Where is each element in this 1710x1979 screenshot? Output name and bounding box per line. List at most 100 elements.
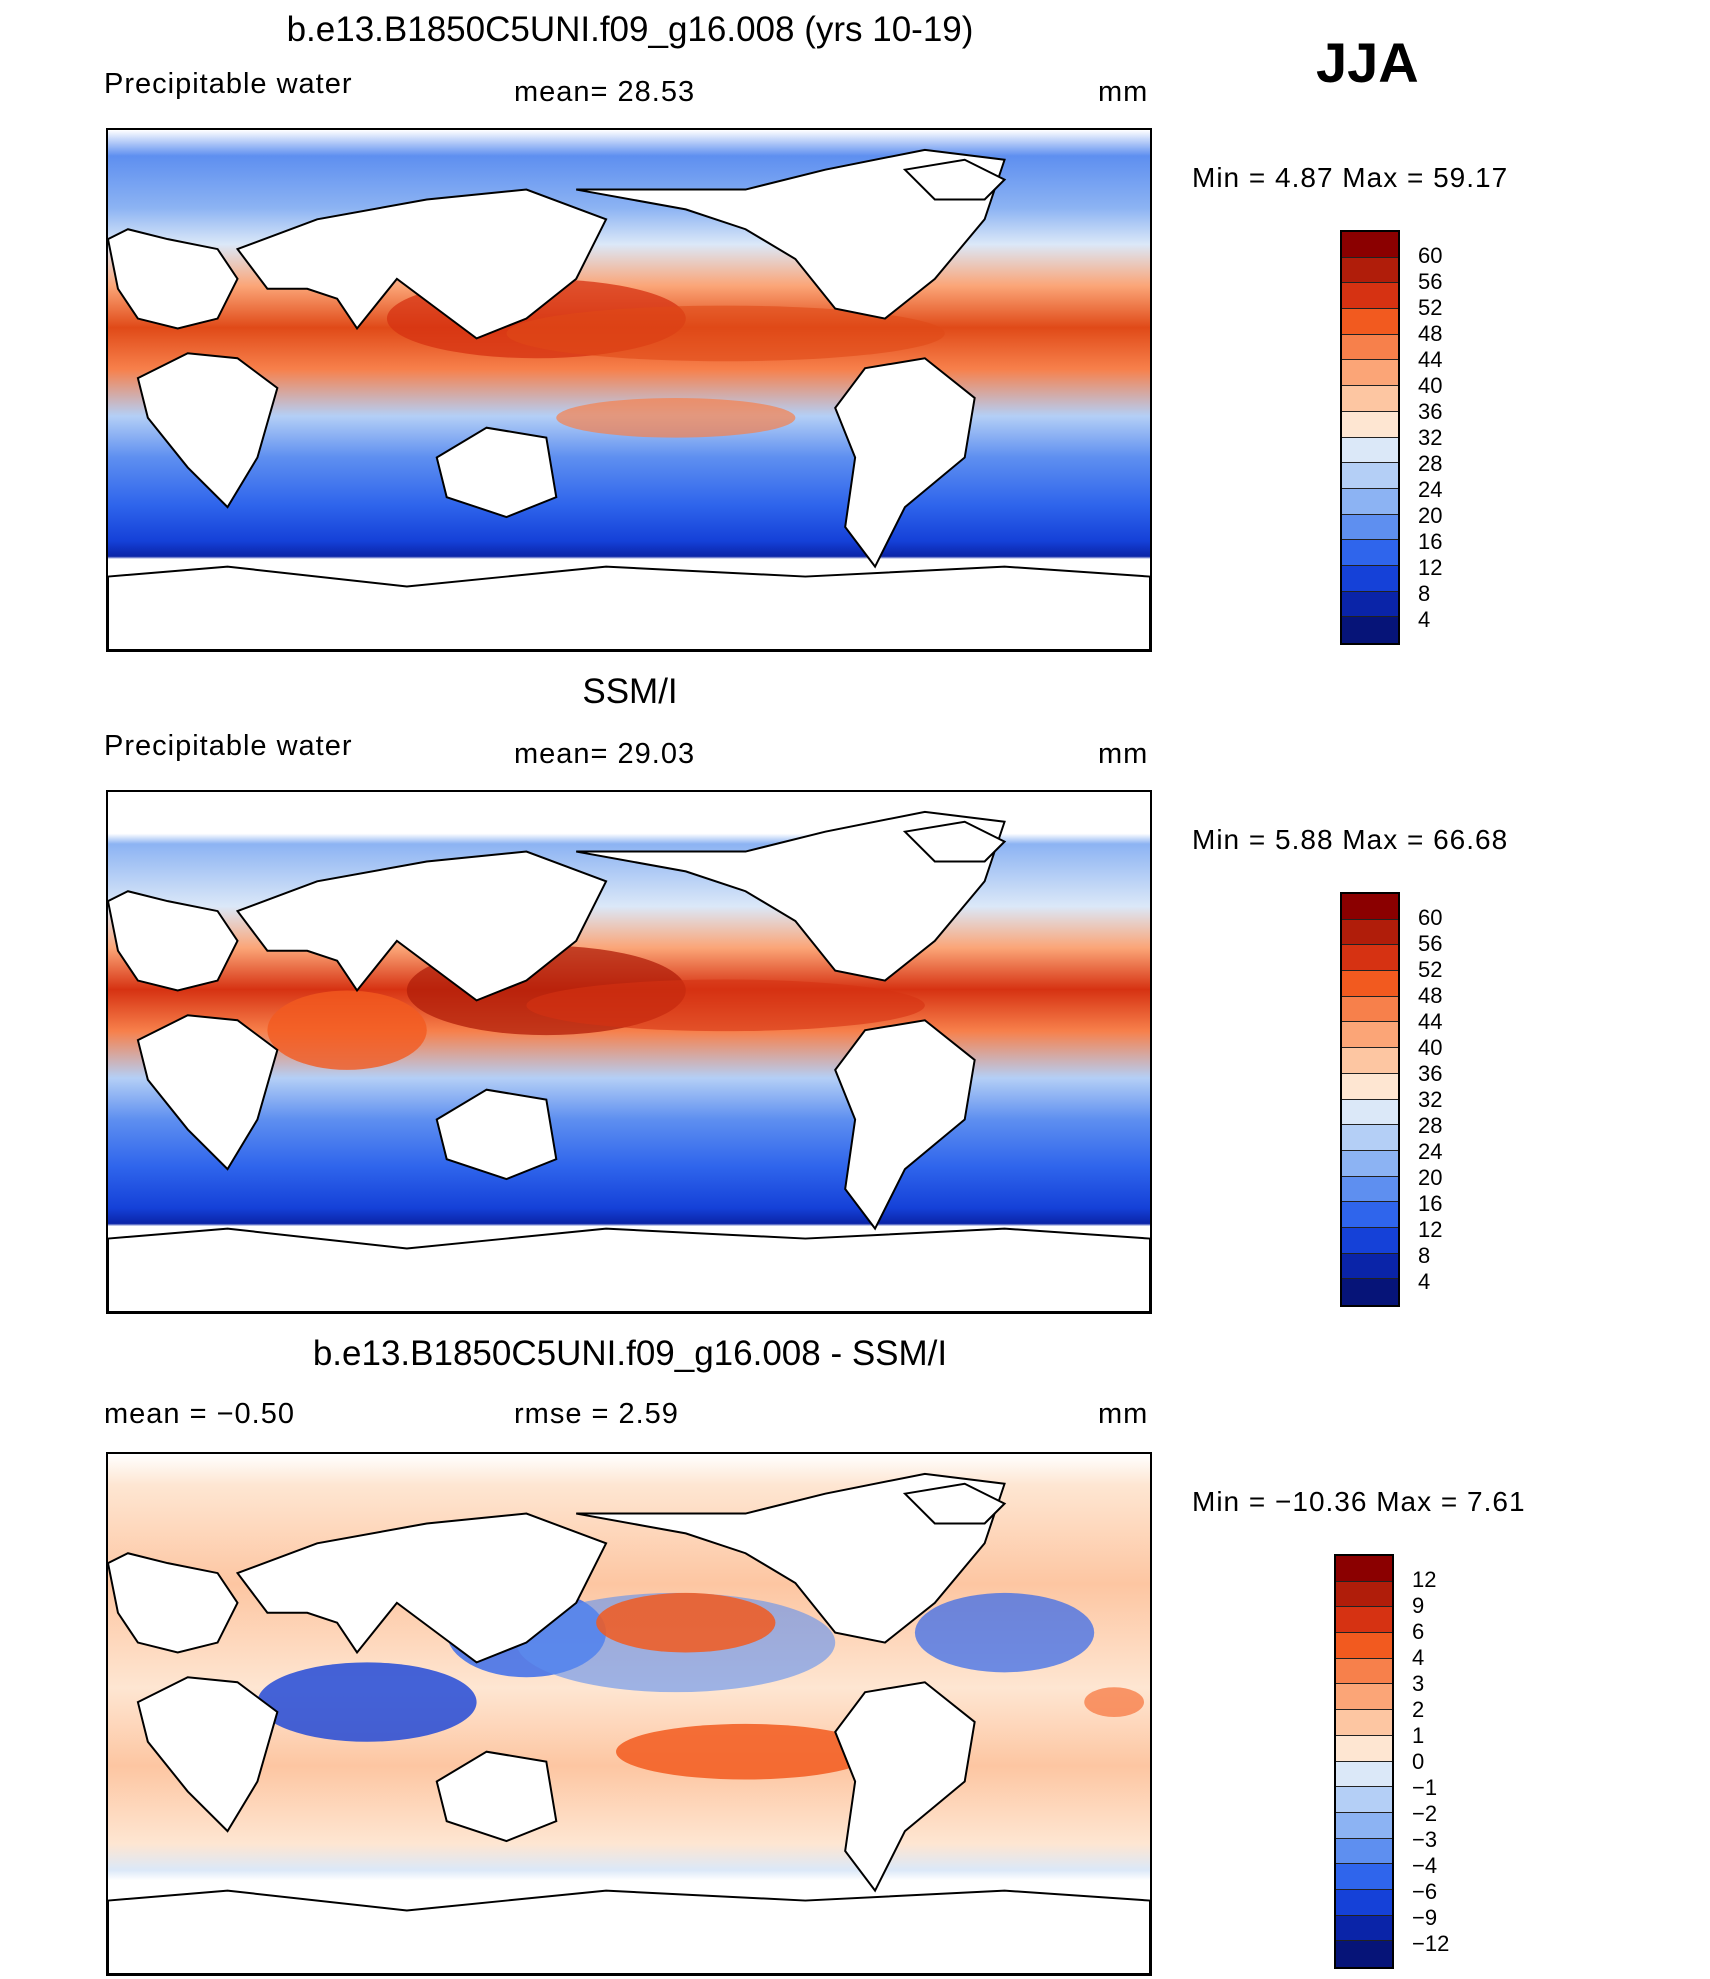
variable-label: Precipitable water [104, 730, 353, 762]
colorbar-tick-label: 36 [1418, 399, 1443, 424]
colorbar-swatch [1336, 1864, 1392, 1890]
colorbar-swatch [1336, 1658, 1392, 1685]
colorbar-tick-label: 28 [1418, 451, 1443, 476]
colorbar-swatch [1336, 1633, 1392, 1659]
colorbar-tick-label: 24 [1418, 1139, 1443, 1164]
colorbar-swatch [1342, 971, 1398, 997]
colorbar-tick-label: 56 [1418, 269, 1443, 294]
colorbar-swatch [1336, 1607, 1392, 1634]
colorbar-tick-label: 28 [1418, 1113, 1443, 1138]
colorbar-swatch [1336, 1838, 1392, 1865]
map-model-svg [108, 130, 1150, 650]
colorbar-swatch [1336, 1915, 1392, 1942]
colorbar-tick-label: 4 [1412, 1645, 1425, 1670]
mean-label: mean= 29.03 [514, 738, 696, 770]
colorbar-tick-label: −12 [1412, 1931, 1450, 1956]
variable-label: Precipitable water [104, 68, 353, 100]
colorbar-tick-label: 4 [1418, 1269, 1431, 1294]
colorbar-swatch [1342, 565, 1398, 592]
panel-title: b.e13.B1850C5UNI.f09_g16.008 - SSM/I [312, 1334, 948, 1373]
units-label: mm [1098, 1398, 1149, 1430]
colorbar-tick-label: 56 [1418, 931, 1443, 956]
colorbar-tick-label: 12 [1412, 1567, 1437, 1592]
colorbar-tick-label: 60 [1418, 243, 1443, 268]
colorbar-tick-label: −2 [1412, 1801, 1438, 1826]
colorbar-tick-label: 36 [1418, 1061, 1443, 1086]
minmax-label: Min = −10.36 Max = 7.61 [1192, 1486, 1526, 1517]
colorbar-tick-label: 0 [1412, 1749, 1425, 1774]
colorbar-swatch [1342, 996, 1398, 1023]
colorbar-tick-label: −9 [1412, 1905, 1438, 1930]
colorbar-swatch [1336, 1710, 1392, 1736]
colorbar-tick-label: 52 [1418, 957, 1443, 982]
colorbar-swatch [1336, 1581, 1392, 1608]
colorbar-swatch [1342, 283, 1398, 310]
colorbar-tick-label: 52 [1418, 295, 1443, 320]
colorbar-swatch [1342, 540, 1398, 566]
colorbar-tick-label: 32 [1418, 425, 1443, 450]
colorbar-tick-label: 12 [1418, 555, 1443, 580]
colorbar-tick-label: −4 [1412, 1853, 1438, 1878]
panel-title: b.e13.B1850C5UNI.f09_g16.008 (yrs 10-19) [286, 10, 974, 49]
colorbar-swatch [1342, 257, 1398, 284]
colorbar-tick-label: 1 [1412, 1723, 1425, 1748]
colorbar-tick-label: 44 [1418, 1009, 1443, 1034]
units-label: mm [1098, 76, 1149, 108]
colorbar-tick-label: −3 [1412, 1827, 1438, 1852]
colorbar-tick-label: 60 [1418, 905, 1443, 930]
colorbar-tick-label: 44 [1418, 347, 1443, 372]
colorbar-swatch [1342, 360, 1398, 387]
colorbar-swatch [1342, 488, 1398, 515]
colorbar-swatch [1336, 1735, 1392, 1762]
colorbar-tick-label: 48 [1418, 321, 1443, 346]
colorbar-swatch [1342, 514, 1398, 541]
colorbar-swatch [1342, 232, 1398, 258]
mean-label: mean = −0.50 [104, 1398, 295, 1430]
colorbar-swatch [1342, 1022, 1398, 1049]
colorbar-swatch [1342, 463, 1398, 489]
map-observed [106, 790, 1152, 1314]
colorbar-tick-label: 24 [1418, 477, 1443, 502]
rmse-label: rmse = 2.59 [514, 1398, 679, 1430]
colorbar-tick-label: 40 [1418, 373, 1443, 398]
minmax-label: Min = 4.87 Max = 59.17 [1192, 162, 1509, 193]
colorbar-tick-label: 16 [1418, 1191, 1443, 1216]
colorbar-tick-label: 12 [1418, 1217, 1443, 1242]
colorbar-tick-label: 40 [1418, 1035, 1443, 1060]
colorbar-swatch [1342, 919, 1398, 946]
colorbar-tick-label: 48 [1418, 983, 1443, 1008]
colorbar-swatch [1342, 591, 1398, 618]
colorbar [1340, 230, 1400, 645]
colorbar-swatch [1336, 1812, 1392, 1839]
colorbar-swatch [1336, 1684, 1392, 1711]
colorbar-swatch [1342, 617, 1398, 643]
colorbar-swatch [1342, 1227, 1398, 1254]
colorbar-swatch [1342, 1279, 1398, 1305]
minmax-label: Min = 5.88 Max = 66.68 [1192, 824, 1509, 855]
colorbar-tick-label: −6 [1412, 1879, 1438, 1904]
colorbar-swatch [1342, 437, 1398, 464]
colorbar-swatch [1336, 1556, 1392, 1582]
colorbar-swatch [1342, 1202, 1398, 1228]
colorbar-swatch [1342, 1099, 1398, 1126]
colorbar-tick-label: 32 [1418, 1087, 1443, 1112]
units-label: mm [1098, 738, 1149, 770]
colorbar-tick-label: 3 [1412, 1671, 1425, 1696]
colorbar-tick-label: 2 [1412, 1697, 1425, 1722]
colorbar-swatch [1342, 1073, 1398, 1100]
season-label: JJA [1316, 31, 1419, 94]
colorbar-swatch [1336, 1761, 1392, 1788]
colorbar-tick-label: 8 [1418, 581, 1431, 606]
colorbar-swatch [1336, 1787, 1392, 1813]
colorbar-tick-label: −1 [1412, 1775, 1438, 1800]
colorbar-swatch [1342, 1150, 1398, 1177]
colorbar [1334, 1554, 1394, 1969]
colorbar-tick-label: 16 [1418, 529, 1443, 554]
colorbar-tick-label: 4 [1418, 607, 1431, 632]
panel-title: SSM/I [582, 672, 678, 711]
colorbar-tick-label: 20 [1418, 503, 1443, 528]
colorbar-swatch [1342, 894, 1398, 920]
colorbar-swatch [1342, 386, 1398, 412]
colorbar-swatch [1336, 1941, 1392, 1967]
colorbar-swatch [1342, 1176, 1398, 1203]
